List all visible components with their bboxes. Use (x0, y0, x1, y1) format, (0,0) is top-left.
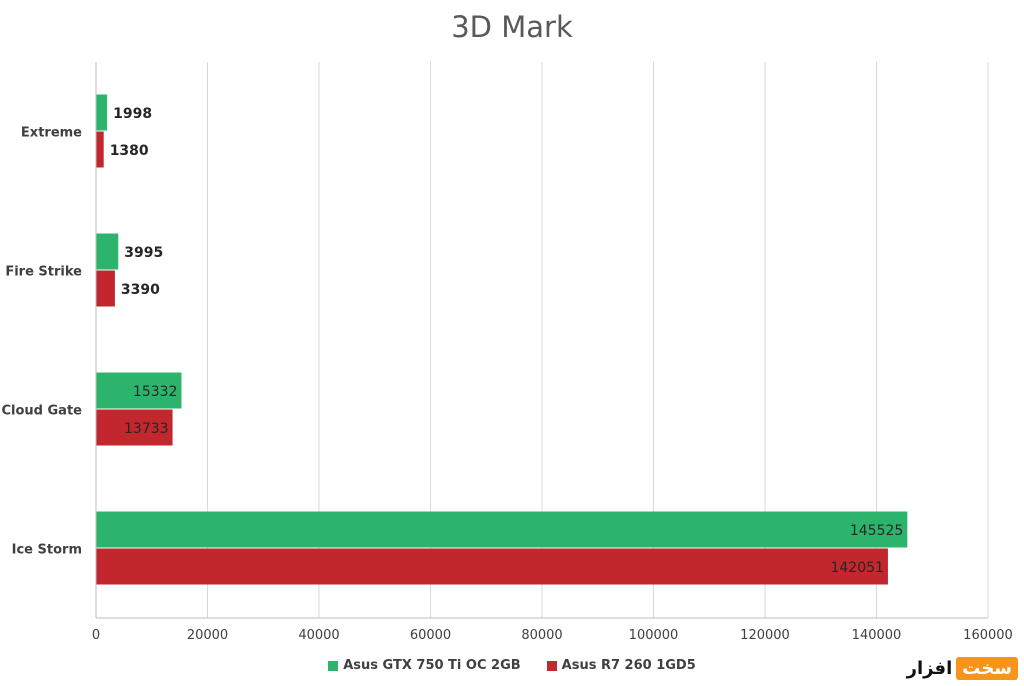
data-label: 3995 (124, 245, 163, 261)
legend: Asus GTX 750 Ti OC 2GB Asus R7 260 1GD5 (0, 658, 1024, 673)
x-tick-label: 0 (92, 628, 100, 643)
category-label: Ice Storm (12, 543, 82, 558)
bar-r7 (96, 409, 173, 446)
x-tick-label: 140000 (852, 628, 902, 643)
bar-gtx (96, 233, 119, 270)
legend-item-gtx: Asus GTX 750 Ti OC 2GB (328, 658, 521, 673)
legend-label-gtx: Asus GTX 750 Ti OC 2GB (343, 658, 521, 673)
bar-r7 (96, 548, 888, 585)
x-tick-label: 40000 (298, 628, 339, 643)
x-tick-label: 100000 (629, 628, 679, 643)
data-label: 1998 (113, 106, 152, 122)
bar-gtx (96, 372, 182, 409)
bar-r7 (96, 131, 104, 168)
x-tick-label: 60000 (410, 628, 451, 643)
bar-gtx (96, 94, 108, 131)
x-tick-label: 120000 (740, 628, 790, 643)
category-label: Fire Strike (5, 265, 82, 280)
data-label: 145525 (850, 523, 903, 539)
legend-swatch-r7 (546, 660, 557, 671)
bar-r7 (96, 270, 115, 307)
data-label: 3390 (121, 282, 160, 298)
legend-label-r7: Asus R7 260 1GD5 (561, 658, 696, 673)
x-tick-label: 80000 (521, 628, 562, 643)
legend-swatch-gtx (328, 660, 339, 671)
data-label: 15332 (133, 384, 178, 400)
x-tick-label: 160000 (963, 628, 1013, 643)
watermark-logo: افزار سخت (905, 657, 1018, 680)
legend-item-r7: Asus R7 260 1GD5 (546, 658, 696, 673)
watermark-text-a: سخت (956, 657, 1018, 680)
data-label: 1380 (110, 143, 149, 159)
chart-title: 3D Mark (451, 10, 573, 44)
category-label: Cloud Gate (2, 404, 83, 419)
watermark-text-b: افزار (906, 658, 953, 679)
category-label: Extreme (21, 126, 82, 141)
bar-gtx (96, 511, 908, 548)
data-label: 13733 (124, 421, 169, 437)
data-label: 142051 (830, 560, 883, 576)
x-tick-label: 20000 (187, 628, 228, 643)
